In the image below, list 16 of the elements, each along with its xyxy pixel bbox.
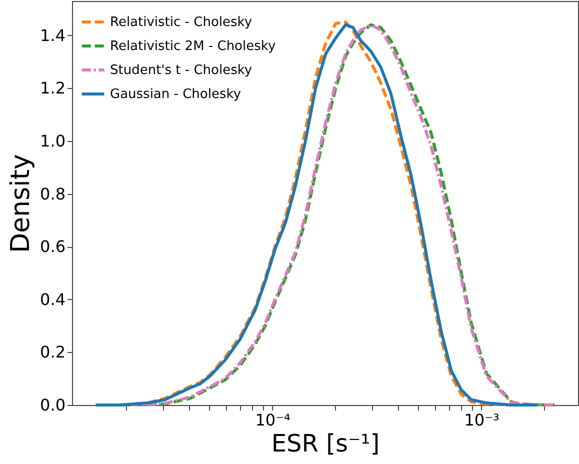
x-tick-label: 10⁻⁴ <box>255 410 290 430</box>
x-tick-label: 10⁻³ <box>464 410 500 430</box>
legend-label: Relativistic 2M - Cholesky <box>110 39 276 54</box>
x-axis-title: ESR [s⁻¹] <box>271 430 380 458</box>
y-tick-label: 0.0 <box>40 396 66 414</box>
legend-label: Gaussian - Cholesky <box>110 87 242 102</box>
legend-label: Student's t - Cholesky <box>110 63 252 78</box>
y-tick-label: 0.2 <box>40 342 66 362</box>
y-tick-label: 0.6 <box>40 237 66 256</box>
y-axis-title: Density <box>6 154 36 253</box>
y-tick-label: 0.4 <box>40 290 66 309</box>
y-tick-label: 1.0 <box>40 131 66 150</box>
y-tick-label: 0.8 <box>40 184 66 204</box>
legend-label: Relativistic - Cholesky <box>110 15 252 30</box>
y-tick-label: 1.4 <box>40 26 66 45</box>
y-tick-label: 1.2 <box>40 78 66 98</box>
